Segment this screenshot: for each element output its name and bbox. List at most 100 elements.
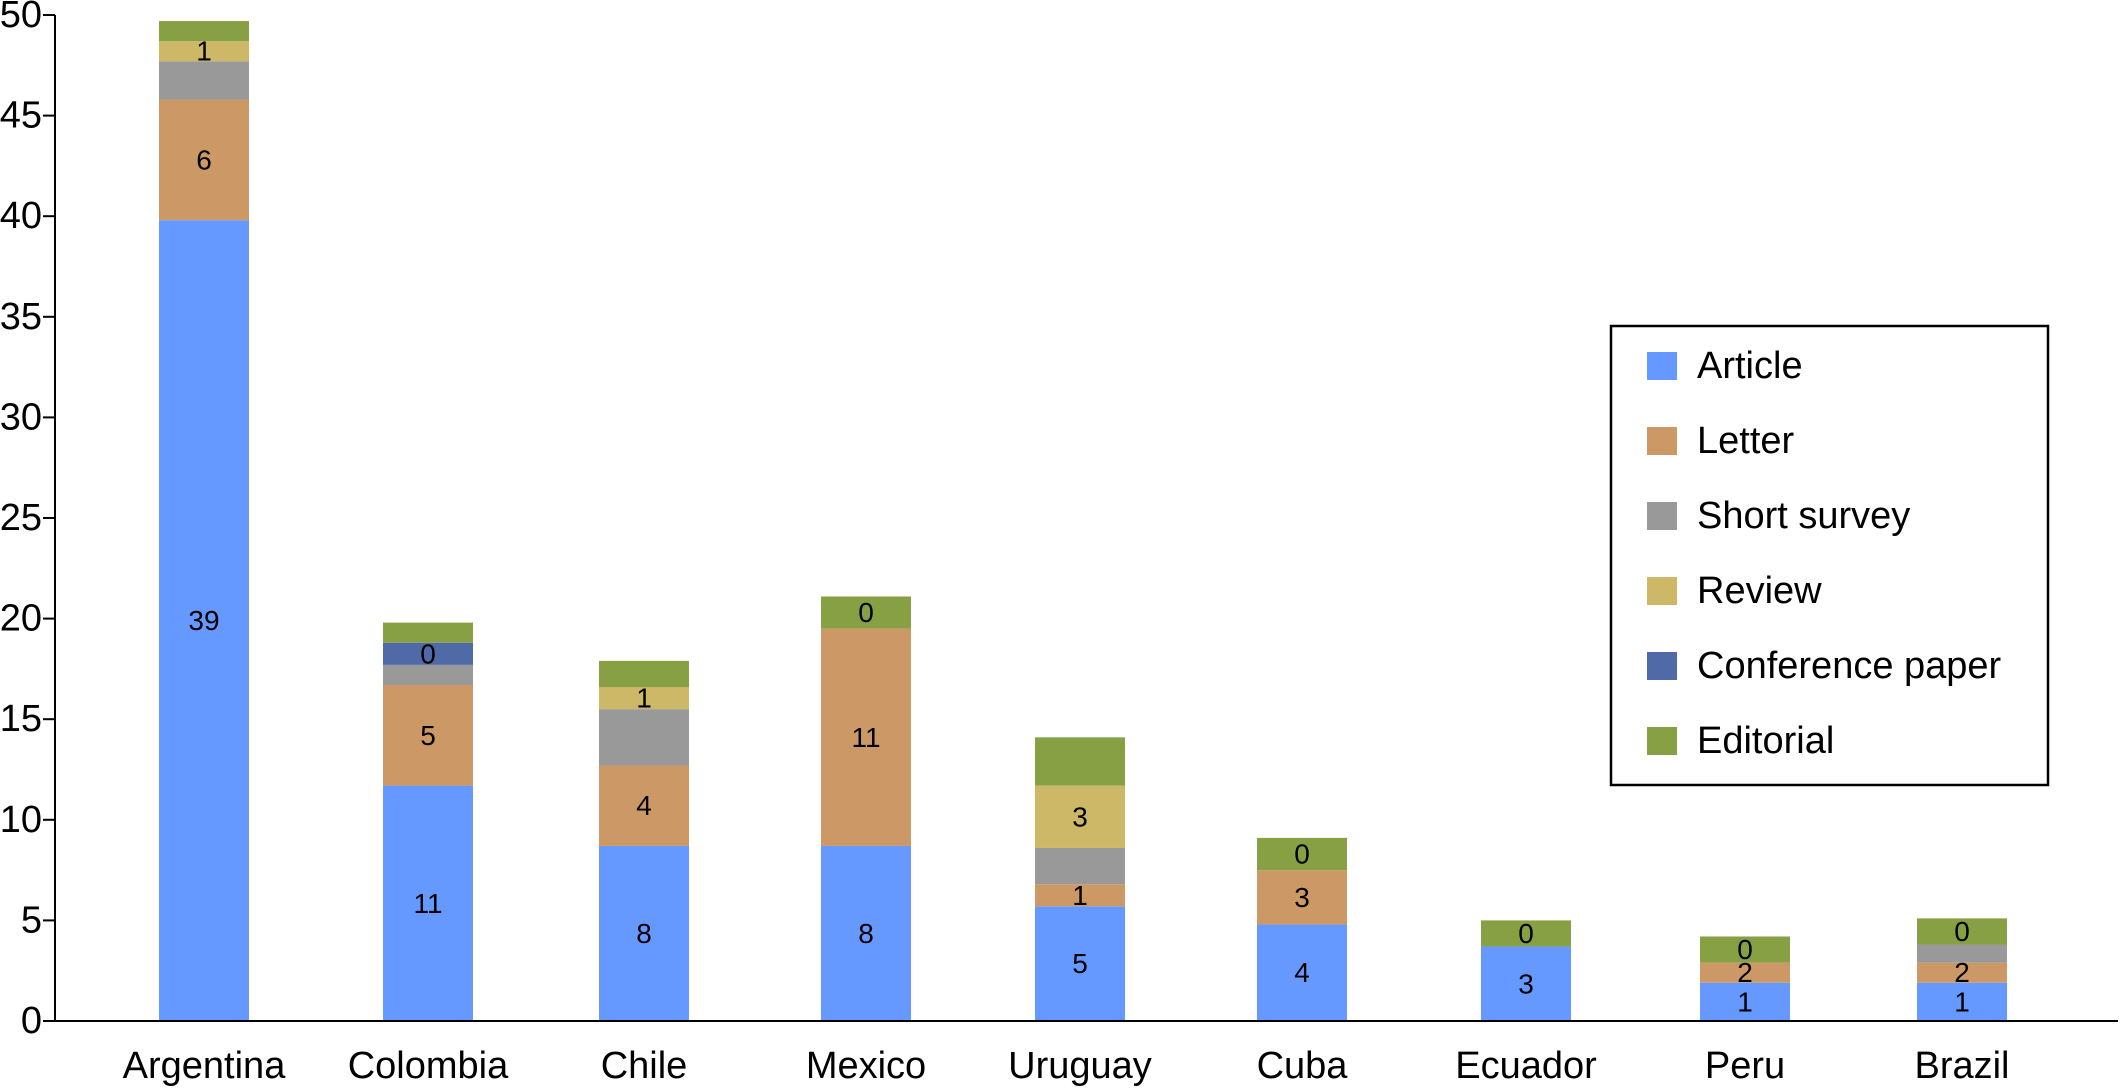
bar-peru-article [1700,982,1790,1021]
x-category-label-cuba: Cuba [1257,1045,1349,1087]
x-category-label-argentina: Argentina [123,1045,287,1087]
data-label-uruguay-letter: 1 [1072,880,1088,911]
bar-brazil-article [1917,982,2007,1021]
y-axis: 0 5 10 15 20 25 30 35 40 45 50 [0,0,55,1042]
bar-brazil-editorial [1917,918,2007,945]
legend-swatch-short-survey [1647,502,1677,530]
data-label-peru-letter: 2 [1737,957,1753,988]
data-label-cuba-article: 4 [1294,957,1310,988]
data-label-ecuador-article: 3 [1518,968,1534,999]
legend-swatch-review [1647,577,1677,605]
y-tick-label: 5 [21,899,42,941]
data-label-brazil-letter: 2 [1954,957,1970,988]
legend-swatch-letter [1647,427,1677,455]
data-label-cuba-letter: 3 [1294,882,1310,913]
bar-mexico-editorial [821,596,911,629]
legend-label-short-survey: Short survey [1697,495,1910,537]
bar-uruguay-short-survey [1035,847,1125,885]
legend-label-article: Article [1697,345,1803,387]
legend: Article Letter Short survey Review Conferenc… [1609,324,2050,787]
data-label-uruguay-article: 5 [1072,948,1088,979]
data-label-argentina-review: 1 [196,36,212,67]
data-label-colombia-conference-paper: 0 [420,638,436,669]
y-tick-label: 15 [0,698,42,740]
bar-uruguay-article [1035,906,1125,1021]
bar-argentina-short-survey [159,61,249,100]
x-category-label-mexico: Mexico [806,1045,926,1087]
data-label-colombia-letter: 5 [420,720,436,751]
y-tick-label: 30 [0,396,42,438]
bar-uruguay-review [1035,785,1125,848]
x-category-label-uruguay: Uruguay [1008,1045,1152,1087]
x-category-label-peru: Peru [1705,1045,1785,1087]
x-category-label-chile: Chile [601,1045,688,1087]
bar-chile-review [599,687,689,710]
bar-ecuador-article [1481,946,1571,1021]
y-tick-label: 0 [21,1000,42,1042]
bar-cuba-letter [1257,870,1347,925]
data-label-peru-editorial: 0 [1737,934,1753,965]
bar-brazil-short-survey [1917,944,2007,963]
bar-argentina-review [159,41,249,62]
bar-argentina-editorial [159,21,249,42]
x-category-label-ecuador: Ecuador [1455,1045,1597,1087]
data-label-mexico-letter: 11 [851,722,880,753]
legend-label-letter: Letter [1697,420,1795,462]
data-label-ecuador-editorial: 0 [1518,918,1534,949]
bar-ecuador-editorial [1481,920,1571,947]
bar-argentina-letter [159,99,249,221]
y-tick-label: 45 [0,95,42,137]
legend-label-review: Review [1697,570,1822,612]
data-label-argentina-article: 39 [188,605,219,636]
bar-peru-editorial [1700,936,1790,963]
bar-uruguay-editorial [1035,737,1125,786]
legend-swatch-conference-paper [1647,652,1677,680]
bar-colombia-letter [383,684,473,786]
bar-colombia-article [383,785,473,1021]
legend-box [1609,324,2050,787]
bar-colombia-short-survey [383,664,473,685]
bar-argentina-article [159,220,249,1021]
x-category-label-colombia: Colombia [348,1045,509,1087]
bar-mexico-article [821,845,911,1021]
bar-chile-article [599,845,689,1021]
bar-colombia-conference-paper [383,642,473,665]
data-label-cuba-editorial: 0 [1294,839,1310,870]
data-label-peru-article: 1 [1737,986,1753,1017]
y-tick-label: 50 [0,0,42,36]
data-label-chile-review: 1 [636,683,652,714]
x-axis: Argentina Colombia Chile Mexico Uruguay Cuba E… [123,1045,2010,1087]
y-tick-label: 25 [0,497,42,539]
data-label-chile-letter: 4 [636,790,652,821]
data-label-mexico-editorial: 0 [858,597,874,628]
legend-swatch-article [1647,352,1677,380]
data-label-chile-article: 8 [636,918,652,949]
data-label-colombia-article: 11 [413,888,442,919]
bars-layer [159,21,2007,1021]
legend-label-editorial: Editorial [1697,720,1834,762]
bar-cuba-article [1257,924,1347,1021]
y-tick-label: 35 [0,296,42,338]
y-tick-label: 10 [0,799,42,841]
legend-swatch-editorial [1647,727,1677,755]
data-label-brazil-article: 1 [1954,986,1970,1017]
bar-uruguay-letter [1035,884,1125,907]
bar-chile-letter [599,765,689,846]
y-tick-label: 20 [0,598,42,640]
legend-label-conference-paper: Conference paper [1697,645,2002,687]
bar-cuba-editorial [1257,837,1347,871]
data-label-argentina-letter: 6 [196,144,212,175]
data-label-brazil-editorial: 0 [1954,916,1970,947]
data-label-mexico-article: 8 [858,918,874,949]
bar-peru-letter [1700,962,1790,983]
bar-colombia-editorial [383,622,473,643]
bar-brazil-letter [1917,962,2007,983]
x-category-label-brazil: Brazil [1914,1045,2009,1087]
y-tick-label: 40 [0,195,42,237]
data-label-uruguay-review: 3 [1072,801,1088,832]
bar-chile-short-survey [599,709,689,766]
bar-chile-editorial [599,660,689,688]
bar-mexico-letter [821,628,911,846]
